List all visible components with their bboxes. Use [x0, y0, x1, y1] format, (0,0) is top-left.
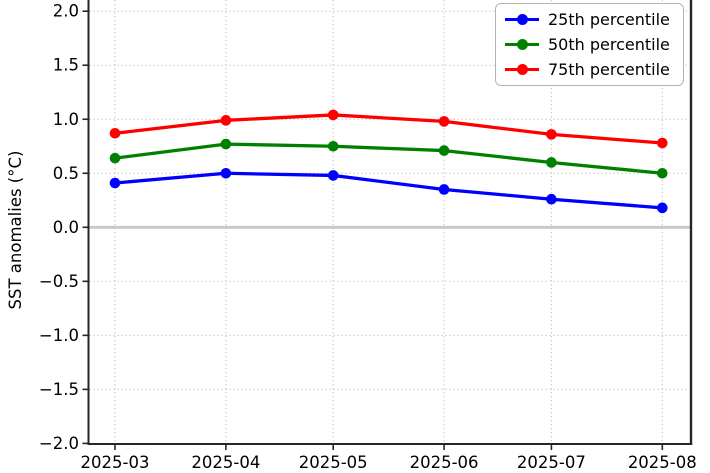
- axes: [82, 0, 693, 450]
- series-50th-percentile: [109, 138, 668, 179]
- data-point: [438, 145, 450, 156]
- data-point: [327, 140, 339, 152]
- data-point: [657, 167, 668, 179]
- y-tick-label: 0.5: [53, 164, 79, 183]
- series-25th-percentile: [109, 167, 668, 214]
- y-tick-label: 1.0: [53, 110, 79, 129]
- x-tick-label: 2025-04: [191, 453, 260, 472]
- data-point: [657, 202, 668, 214]
- gridlines: [89, 0, 690, 444]
- y-tick-label: −0.5: [39, 272, 79, 291]
- x-tick-label: 2025-03: [81, 453, 150, 472]
- legend-item: 75th percentile: [505, 57, 677, 82]
- series-75th-percentile: [109, 109, 668, 149]
- data-point: [109, 127, 121, 139]
- legend-line-marker-icon: [505, 63, 539, 76]
- legend-item: 25th percentile: [505, 7, 677, 32]
- data-point: [109, 152, 121, 164]
- data-point: [546, 157, 557, 168]
- data-point: [109, 177, 121, 189]
- y-tick-label: −1.0: [39, 326, 79, 345]
- series-line: [113, 142, 664, 175]
- y-tick-label: 0.0: [53, 218, 79, 237]
- legend-label: 50th percentile: [548, 34, 670, 54]
- y-axis-label: SST anomalies (°C): [6, 151, 25, 310]
- legend: 25th percentile 50th percentile 75th perce…: [495, 3, 684, 86]
- data-point: [546, 129, 557, 140]
- data-point: [220, 115, 232, 126]
- legend-label: 25th percentile: [548, 9, 670, 29]
- y-tick-label: −1.5: [39, 380, 79, 399]
- data-point: [438, 116, 450, 127]
- data-point: [438, 184, 450, 195]
- x-tick-label: 2025-05: [299, 453, 368, 472]
- data-point: [657, 137, 668, 149]
- y-tick-label: −2.0: [39, 434, 79, 453]
- data-point: [220, 138, 232, 150]
- data-point: [546, 193, 557, 205]
- series-line: [113, 113, 664, 145]
- data-point: [220, 167, 232, 179]
- legend-item: 50th percentile: [505, 32, 677, 57]
- y-tick-label: 1.5: [53, 56, 79, 75]
- series-line: [113, 171, 664, 210]
- data-point: [327, 170, 339, 181]
- x-tick-label: 2025-06: [410, 453, 479, 472]
- legend-line-marker-icon: [505, 38, 539, 51]
- data-series: [109, 109, 668, 214]
- data-point: [327, 109, 339, 121]
- y-tick-label: 2.0: [53, 2, 79, 21]
- legend-label: 75th percentile: [548, 59, 670, 79]
- x-tick-label: 2025-07: [517, 453, 586, 472]
- x-tick-label: 2025-08: [628, 453, 697, 472]
- legend-line-marker-icon: [505, 13, 539, 26]
